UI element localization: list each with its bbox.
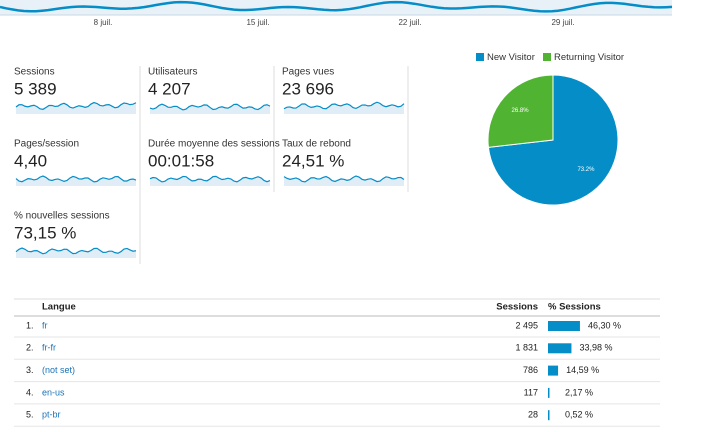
share-bar <box>548 343 572 354</box>
metric-label: Taux de rebond <box>282 139 351 150</box>
share-bar <box>548 365 559 376</box>
sessions-cell: 28 <box>528 410 538 420</box>
column-header: Sessions <box>496 302 538 313</box>
slice-label: 26.8% <box>512 108 530 114</box>
metric-value: 00:01:58 <box>148 151 214 170</box>
language-link[interactable]: fr-fr <box>42 343 56 353</box>
x-tick-label: 15 juil. <box>246 18 269 27</box>
metric-value: 24,51 % <box>282 151 344 170</box>
share-label: 2,17 % <box>565 387 593 397</box>
sessions-cell: 786 <box>523 365 538 375</box>
language-link[interactable]: en-us <box>42 387 65 397</box>
sparkline-area <box>16 248 136 258</box>
row-rank: 5. <box>26 410 34 420</box>
share-bar <box>548 410 550 421</box>
metric-label: Utilisateurs <box>148 67 197 78</box>
sparkline-area <box>150 104 270 114</box>
metric-value: 23 696 <box>282 79 334 98</box>
sessions-cell: 1 831 <box>515 343 538 353</box>
sessions-cell: 117 <box>524 387 538 397</box>
share-bar <box>548 321 580 331</box>
x-tick-label: 29 juil. <box>551 18 574 27</box>
language-link[interactable]: fr <box>42 320 48 330</box>
language-link[interactable]: pt-br <box>42 410 61 420</box>
metric-label: % nouvelles sessions <box>14 211 110 222</box>
language-link[interactable]: (not set) <box>42 365 75 375</box>
metric-label: Sessions <box>14 67 55 78</box>
sparkline-area <box>150 176 270 186</box>
share-label: 33,98 % <box>579 343 612 353</box>
legend-swatch <box>476 53 484 61</box>
metric-value: 73,15 % <box>14 223 76 242</box>
share-label: 14,59 % <box>566 365 599 375</box>
sparkline <box>15 175 137 183</box>
metric-value: 4,40 <box>14 151 47 170</box>
legend-label[interactable]: Returning Visitor <box>554 52 624 63</box>
x-tick-label: 22 juil. <box>398 18 421 27</box>
sparkline <box>149 103 271 111</box>
metric-label: Pages vues <box>282 67 334 78</box>
sparkline <box>149 175 271 183</box>
row-rank: 4. <box>26 387 34 397</box>
x-tick-label: 8 juil. <box>94 18 113 27</box>
row-rank: 2. <box>26 343 34 353</box>
sparkline-area <box>284 102 404 114</box>
metric-value: 5 389 <box>14 79 57 98</box>
sparkline-area <box>16 102 136 114</box>
metric-label: Pages/session <box>14 139 79 150</box>
legend-label[interactable]: New Visitor <box>487 52 535 63</box>
metric-label: Durée moyenne des sessions <box>148 139 280 150</box>
share-label: 0,52 % <box>565 410 593 420</box>
share-label: 46,30 % <box>588 320 621 330</box>
share-bar <box>548 387 550 398</box>
row-rank: 3. <box>26 365 34 375</box>
sparkline <box>283 175 405 183</box>
sparkline <box>15 247 137 255</box>
sessions-cell: 2 495 <box>515 320 538 330</box>
sparkline <box>283 101 405 110</box>
timeline-line <box>0 0 673 13</box>
timeline-trace <box>0 0 673 13</box>
slice-label: 73.2% <box>577 167 595 173</box>
sparkline-area <box>284 176 404 186</box>
pie-slice <box>487 74 554 148</box>
metric-value: 4 207 <box>148 79 191 98</box>
column-header: % Sessions <box>548 302 601 313</box>
row-rank: 1. <box>26 320 34 330</box>
column-header: Langue <box>42 302 76 313</box>
legend-swatch <box>543 53 551 61</box>
sparkline <box>15 101 137 110</box>
